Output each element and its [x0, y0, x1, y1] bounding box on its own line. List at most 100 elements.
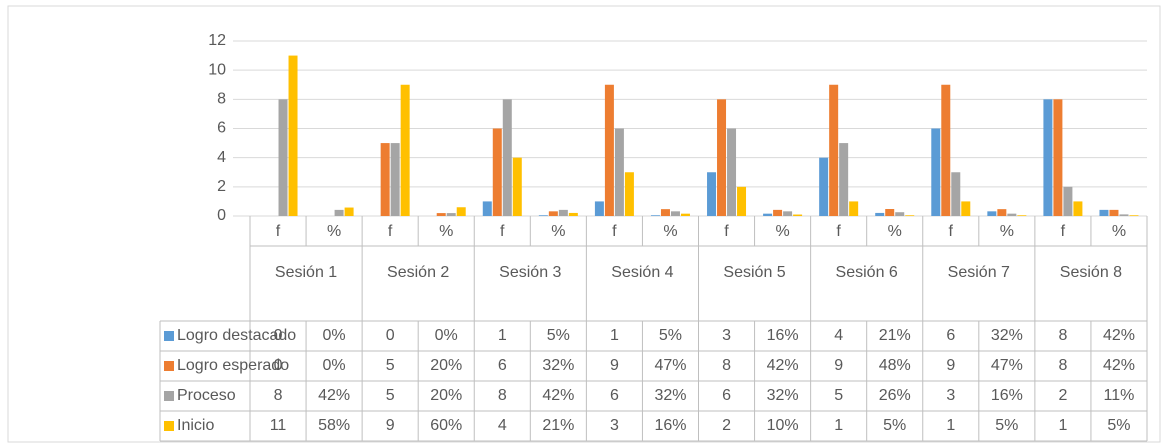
bar	[941, 84, 951, 216]
table-cell: 1	[946, 417, 955, 434]
table-cell: 20%	[430, 387, 462, 404]
bar	[951, 172, 961, 216]
table-cell: 6	[946, 327, 955, 344]
bar	[670, 211, 680, 216]
x-tick-label: %	[775, 223, 789, 240]
bar	[763, 213, 773, 216]
bar	[783, 211, 793, 216]
table-cell: 5	[386, 357, 395, 374]
table-cell: 0	[274, 327, 283, 344]
table-cell: 16%	[654, 417, 686, 434]
bar	[961, 201, 971, 216]
table-cell: 10%	[767, 417, 799, 434]
table-cell: 0	[386, 327, 395, 344]
table-cell: 5%	[1107, 417, 1130, 434]
table-cell: 3	[610, 417, 619, 434]
table-cell: 2	[722, 417, 731, 434]
x-tick-label: %	[327, 223, 341, 240]
x-tick-label: f	[612, 223, 617, 240]
bar	[278, 99, 288, 216]
table-cell: 5%	[995, 417, 1018, 434]
bar	[456, 207, 466, 216]
bar	[829, 84, 839, 216]
table-cell: 21%	[879, 327, 911, 344]
table-cell: 1	[610, 327, 619, 344]
bar	[680, 213, 690, 216]
table-cell: 1	[498, 327, 507, 344]
table-cell: 20%	[430, 357, 462, 374]
bar	[492, 128, 502, 216]
group-label: Sesión 5	[723, 264, 785, 281]
table-cell: 60%	[430, 417, 462, 434]
table-cell: 4	[834, 327, 843, 344]
bar	[905, 215, 915, 216]
y-tick-label: 2	[217, 178, 226, 195]
bar	[624, 172, 634, 216]
bar	[793, 214, 803, 216]
table-cell: 5	[834, 387, 843, 404]
table-cell: 32%	[991, 327, 1023, 344]
table-cell: 3	[722, 327, 731, 344]
x-tick-label: %	[439, 223, 453, 240]
table-cell: 9	[946, 357, 955, 374]
x-tick-label: f	[836, 223, 841, 240]
bar	[1119, 214, 1129, 216]
table-cell: 1	[834, 417, 843, 434]
table-cell: 42%	[1103, 357, 1135, 374]
bar	[436, 213, 446, 216]
table-cell: 8	[1058, 357, 1067, 374]
bar	[819, 157, 829, 216]
bar	[1053, 99, 1063, 216]
group-label: Sesión 3	[499, 264, 561, 281]
bar	[502, 99, 512, 216]
table-cell: 5%	[659, 327, 682, 344]
table-cell: 6	[610, 387, 619, 404]
legend-key	[164, 391, 174, 401]
bar	[875, 212, 885, 216]
y-tick-label: 10	[208, 61, 226, 78]
x-tick-label: %	[551, 223, 565, 240]
legend-label: Inicio	[177, 417, 214, 434]
group-label: Sesión 7	[948, 264, 1010, 281]
y-tick-label: 6	[217, 120, 226, 137]
bar	[558, 209, 568, 216]
y-tick-label: 0	[217, 207, 226, 224]
bar	[885, 209, 895, 216]
legend-key	[164, 421, 174, 431]
bar	[1017, 215, 1027, 216]
table-cell: 48%	[879, 357, 911, 374]
x-tick-label: f	[949, 223, 954, 240]
table-cell: 5%	[547, 327, 570, 344]
bar	[1043, 99, 1053, 216]
table-cell: 8	[274, 387, 283, 404]
table-cell: 42%	[767, 357, 799, 374]
table-cell: 4	[498, 417, 507, 434]
x-tick-label: %	[888, 223, 902, 240]
table-cell: 42%	[542, 387, 574, 404]
table-cell: 8	[1058, 327, 1067, 344]
legend-key	[164, 331, 174, 341]
y-tick-label: 8	[217, 91, 226, 108]
bar	[931, 128, 941, 216]
table-cell: 11	[270, 417, 287, 434]
x-tick-label: %	[1000, 223, 1014, 240]
bar	[538, 215, 548, 216]
table-cell: 2	[1058, 387, 1067, 404]
bar	[727, 128, 737, 216]
legend-label: Proceso	[177, 387, 236, 404]
legend-key	[164, 361, 174, 371]
group-label: Sesión 6	[836, 264, 898, 281]
table-cell: 9	[834, 357, 843, 374]
bar	[400, 84, 410, 216]
bar	[737, 186, 747, 216]
table-cell: 6	[498, 357, 507, 374]
table-cell: 0%	[323, 357, 346, 374]
legend-label: Logro esperado	[177, 357, 289, 374]
bar	[839, 143, 849, 216]
table-cell: 11%	[1104, 387, 1135, 404]
group-label: Sesión 2	[387, 264, 449, 281]
group-label: Sesión 1	[275, 264, 337, 281]
bar	[987, 211, 997, 216]
bar	[660, 209, 670, 216]
bar	[512, 157, 522, 216]
